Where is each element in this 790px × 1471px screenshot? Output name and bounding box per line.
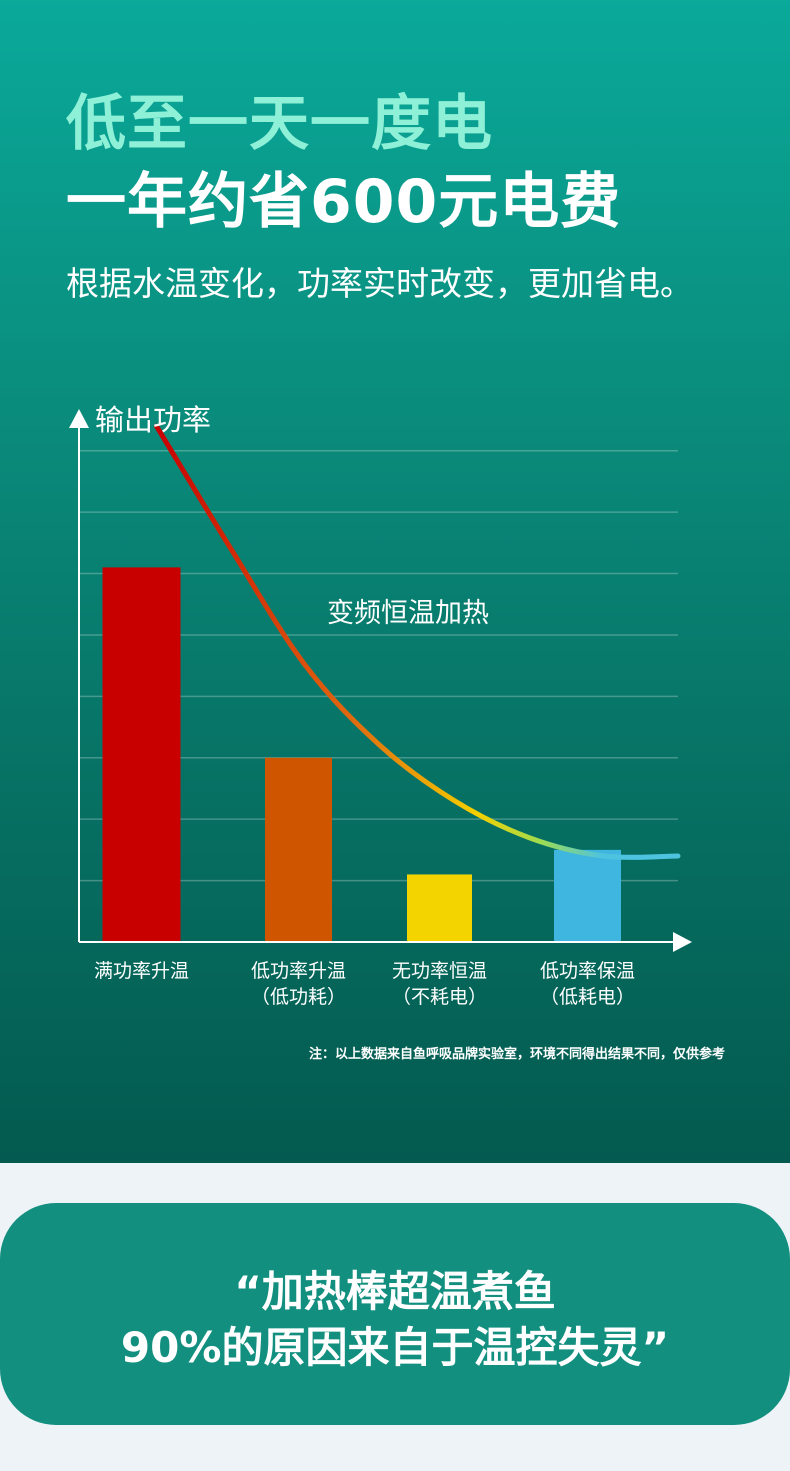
y-axis-label: 输出功率 xyxy=(95,403,211,437)
x-tick-label: （不耗电） xyxy=(392,986,487,1008)
x-axis-arrow-icon xyxy=(673,932,692,952)
curve-label: 变频恒温加热 xyxy=(327,598,489,629)
x-tick-label: 无功率恒温 xyxy=(392,960,487,982)
quote-line1: “加热棒超温煮鱼 xyxy=(234,1267,556,1316)
subtitle: 根据水温变化，功率实时改变，更加省电。 xyxy=(66,264,693,303)
y-axis-arrow-icon xyxy=(69,409,89,428)
x-tick-label: 满功率升温 xyxy=(94,960,189,982)
x-tick-label: 低功率升温 xyxy=(251,960,346,982)
bar-3 xyxy=(407,874,472,942)
quote-card xyxy=(0,1203,790,1425)
power-curve-line xyxy=(154,423,681,860)
x-tick-label: （低耗电） xyxy=(540,986,635,1008)
headline-line1: 低至一天一度电 xyxy=(66,89,493,159)
bar-4 xyxy=(554,849,621,942)
bar-2 xyxy=(265,757,332,942)
quote-line2: 90%的原因来自于温控失灵” xyxy=(120,1323,670,1372)
x-tick-label: 低功率保温 xyxy=(540,960,635,982)
footnote: 注：以上数据来自鱼呼吸品牌实验室，环境不同得出结果不同，仅供参考 xyxy=(308,1047,725,1062)
x-tick-label: （低功耗） xyxy=(251,986,346,1008)
power-chart: 输出功率 变频恒温加热 满功率升温 低功率升温 （低功耗） 无功率恒温 （不耗电） 低功率… xyxy=(69,403,692,1008)
bar-1 xyxy=(102,567,181,942)
headline-line2: 一年约省600元电费 xyxy=(66,167,622,237)
